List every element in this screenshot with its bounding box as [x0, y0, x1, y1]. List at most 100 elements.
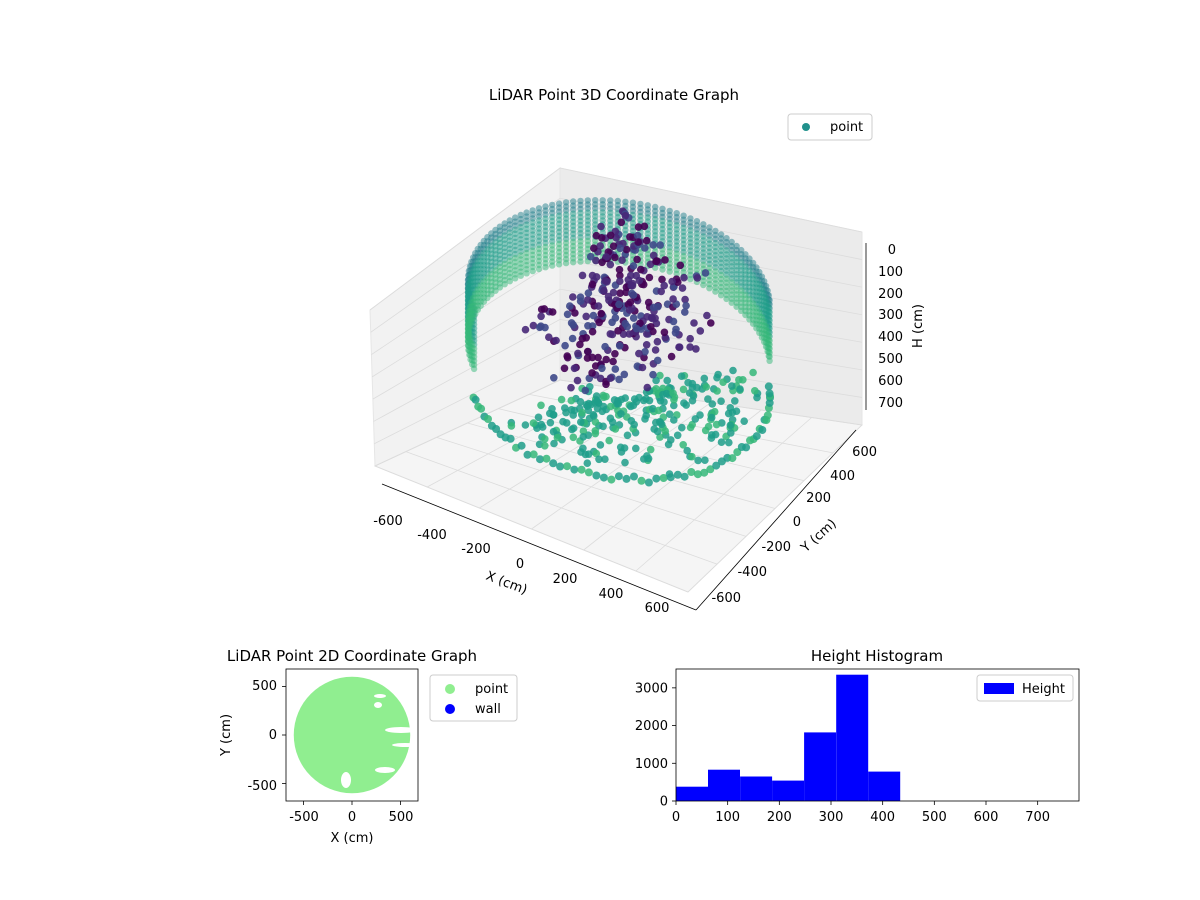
cloud-point — [627, 417, 636, 425]
histogram-ticks — [672, 687, 1039, 805]
z-tick-label: 400 — [878, 330, 903, 345]
histogram-bar — [772, 780, 805, 801]
x-tick-label: 0 — [516, 557, 524, 572]
cloud-point — [614, 472, 623, 481]
cloud-point — [708, 400, 717, 408]
cloud-point — [640, 455, 648, 463]
z-tick-label: 100 — [878, 265, 903, 280]
cloud-point — [702, 383, 710, 391]
cloud-point — [596, 441, 605, 449]
cloud-point — [584, 322, 592, 330]
cloud-point — [617, 410, 625, 418]
cloud-point — [542, 264, 549, 271]
cloud-point — [471, 395, 480, 404]
cloud-point — [600, 286, 608, 295]
cloud-point — [611, 425, 620, 433]
cloud-point — [678, 284, 687, 292]
cloud-point — [517, 272, 524, 279]
cloud-point — [541, 435, 549, 443]
cloud-point — [562, 259, 570, 267]
cloud-point — [653, 356, 662, 365]
cloud-point — [652, 319, 661, 328]
cloud-point — [673, 431, 682, 440]
y-tick-label: 600 — [852, 445, 877, 460]
grid-line — [687, 424, 863, 593]
x-tick-label: -400 — [417, 528, 447, 543]
cloud-point — [604, 292, 613, 301]
ticks-2d — [282, 686, 401, 805]
x-tick-label: 400 — [870, 810, 895, 825]
cloud-point — [763, 411, 772, 420]
cloud-point — [537, 305, 546, 314]
cloud-point — [749, 320, 757, 327]
cloud-point — [753, 325, 760, 332]
cloud-point — [712, 461, 721, 470]
cloud-point — [660, 328, 669, 337]
cloud-point — [652, 257, 660, 266]
cloud-point — [606, 231, 615, 240]
cloud-point — [628, 279, 637, 288]
cloud-point — [585, 399, 593, 408]
cloud-point — [678, 423, 686, 432]
histogram-bar — [836, 674, 869, 801]
cloud-point — [596, 242, 604, 250]
cloud-point — [567, 406, 576, 414]
cloud-point — [588, 327, 597, 336]
cloud-point — [594, 353, 602, 362]
cloud-point — [602, 253, 610, 261]
cloud-point — [609, 357, 617, 366]
cloud-point — [670, 396, 678, 404]
cloud-point — [625, 306, 634, 314]
cloud-point — [649, 303, 658, 312]
cloud-point — [742, 311, 749, 319]
cloud-point — [681, 308, 689, 316]
cloud-point — [707, 413, 716, 422]
x-tick-label: 700 — [1025, 810, 1050, 825]
cloud-point — [627, 271, 635, 280]
cloud-point — [602, 392, 610, 401]
cloud-point — [566, 302, 574, 310]
histogram-bar — [868, 771, 901, 801]
cloud-point — [719, 378, 727, 387]
cloud-point — [740, 417, 748, 426]
cloud-point — [568, 334, 577, 343]
legend-label-point: point — [830, 120, 863, 135]
cloud-point — [644, 298, 653, 307]
cloud-point — [701, 456, 709, 465]
cloud-point — [523, 270, 530, 277]
cloud-point — [578, 408, 586, 417]
cloud-point — [611, 314, 620, 322]
cloud-point — [606, 414, 615, 423]
cloud-point — [605, 436, 613, 445]
cloud-point — [717, 292, 725, 299]
cloud-point — [521, 421, 530, 429]
cloud-point — [555, 261, 563, 268]
cloud-point — [727, 429, 735, 437]
grid-3d — [369, 167, 863, 593]
cloud-point — [765, 389, 774, 398]
cloud-point — [687, 275, 694, 283]
cloud-point — [683, 446, 691, 455]
cloud-point — [601, 342, 609, 351]
cloud-point — [646, 445, 655, 454]
cloud-point — [639, 396, 648, 405]
cloud-point — [728, 299, 735, 306]
cloud-point — [758, 426, 767, 434]
cloud-point — [624, 300, 633, 309]
cloud-point — [725, 438, 733, 447]
cloud-point — [571, 309, 579, 317]
cloud-point — [567, 383, 575, 392]
grid-line — [374, 379, 863, 467]
cloud-point — [726, 404, 735, 412]
cloud-point — [577, 258, 584, 265]
cloud-point — [622, 245, 631, 254]
cloud-point — [536, 455, 544, 464]
cloud-point — [635, 349, 643, 358]
cloud-point — [570, 465, 579, 474]
y-axis-label: Y (cm) — [219, 714, 234, 757]
cloud-point — [546, 418, 555, 427]
cloud-point — [689, 392, 698, 400]
cloud-point — [577, 418, 585, 426]
cloud-point — [584, 289, 593, 297]
cloud-point — [679, 441, 687, 449]
